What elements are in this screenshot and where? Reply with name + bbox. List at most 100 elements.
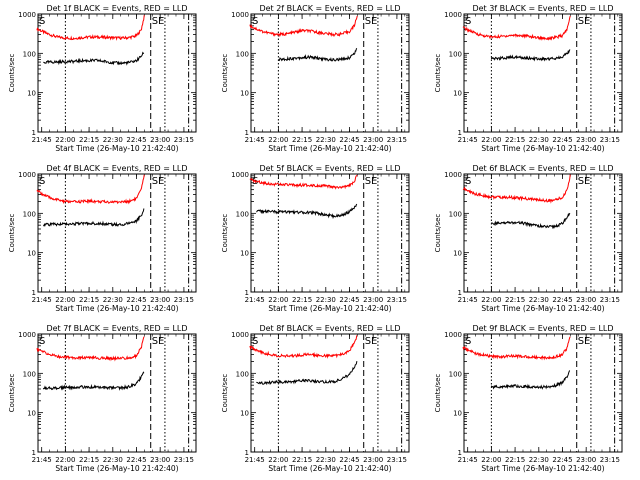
y-tick-label: 1000 xyxy=(444,11,462,19)
x-tick-label: 23:15 xyxy=(174,136,194,144)
x-tick-label: 23:15 xyxy=(174,456,194,464)
panel-title: Det 2f BLACK = Events, RED = LLD xyxy=(259,4,400,13)
y-tick-label: 1 xyxy=(32,289,36,297)
x-tick-label: 22:30 xyxy=(529,136,549,144)
y-tick-label: 10 xyxy=(27,410,36,418)
series-lld-line xyxy=(36,15,145,41)
x-tick-label: 23:00 xyxy=(363,296,383,304)
x-axis-label: Start Time (26-May-10 21:42:40) xyxy=(55,144,178,153)
x-tick-label: 23:00 xyxy=(363,456,383,464)
series-events-line xyxy=(490,49,571,62)
y-tick-label: 1000 xyxy=(444,171,462,179)
x-axis-label: Start Time (26-May-10 21:42:40) xyxy=(268,464,391,473)
x-tick-label: 21:45 xyxy=(32,456,52,464)
x-tick-label: 22:45 xyxy=(126,296,146,304)
series-lld-line xyxy=(249,335,358,359)
panel-det-2: Det 2f BLACK = Events, RED = LLD 1 10 100 10… xyxy=(221,4,410,153)
x-axis-label: Start Time (26-May-10 21:42:40) xyxy=(481,304,604,313)
y-tick-label: 100 xyxy=(236,50,249,58)
x-tick-label: 22:45 xyxy=(339,456,359,464)
x-tick-label: 22:15 xyxy=(292,456,312,464)
x-tick-label: 22:15 xyxy=(79,136,99,144)
y-tick-label: 1 xyxy=(458,129,462,137)
y-tick-label: 1 xyxy=(245,129,249,137)
y-tick-label: 1 xyxy=(32,449,36,457)
x-tick-label: 21:45 xyxy=(458,136,478,144)
y-tick-label: 10 xyxy=(240,90,249,98)
y-axis-label: Counts/sec xyxy=(8,374,16,413)
x-tick-label: 23:00 xyxy=(576,296,596,304)
x-tick-label: 23:00 xyxy=(363,136,383,144)
series-lld-line xyxy=(462,336,571,361)
series-lld-line xyxy=(462,15,571,41)
x-tick-label: 23:00 xyxy=(150,296,170,304)
y-tick-label: 1000 xyxy=(231,171,249,179)
y-tick-label: 1000 xyxy=(444,331,462,339)
series-lld-line xyxy=(462,174,571,204)
x-tick-label: 22:45 xyxy=(339,136,359,144)
y-axis-label: Counts/sec xyxy=(221,54,229,93)
y-tick-label: 100 xyxy=(236,210,249,218)
marker-se: SE xyxy=(365,336,378,347)
panel-title: Det 8f BLACK = Events, RED = LLD xyxy=(259,324,400,333)
x-axis-label: Start Time (26-May-10 21:42:40) xyxy=(55,464,178,473)
x-tick-label: 21:45 xyxy=(458,296,478,304)
y-tick-label: 1000 xyxy=(18,331,36,339)
x-tick-label: 23:00 xyxy=(576,136,596,144)
x-tick-label: 22:15 xyxy=(292,296,312,304)
marker-s: S xyxy=(465,176,471,187)
marker-se: SE xyxy=(365,176,378,187)
x-tick-label: 22:15 xyxy=(79,296,99,304)
marker-se: SE xyxy=(365,16,378,27)
panel-title: Det 3f BLACK = Events, RED = LLD xyxy=(472,4,613,13)
x-tick-label: 21:45 xyxy=(245,296,265,304)
y-tick-label: 10 xyxy=(453,90,462,98)
x-axis-label: Start Time (26-May-10 21:42:40) xyxy=(55,304,178,313)
x-tick-label: 23:15 xyxy=(600,136,620,144)
panel-title: Det 4f BLACK = Events, RED = LLD xyxy=(46,164,187,173)
marker-s: S xyxy=(465,16,471,27)
y-tick-label: 1000 xyxy=(231,331,249,339)
marker-s: S xyxy=(39,176,45,187)
y-axis-label: Counts/sec xyxy=(8,54,16,93)
panel-det-5: Det 5f BLACK = Events, RED = LLD 1 10 100 10… xyxy=(221,164,410,313)
marker-se: SE xyxy=(578,336,591,347)
x-tick-label: 22:00 xyxy=(268,136,288,144)
y-axis-label: Counts/sec xyxy=(221,374,229,413)
marker-s: S xyxy=(39,336,45,347)
x-tick-label: 23:00 xyxy=(150,136,170,144)
x-tick-label: 21:45 xyxy=(32,296,52,304)
y-tick-label: 1 xyxy=(32,129,36,137)
y-tick-label: 1 xyxy=(245,289,249,297)
marker-se: SE xyxy=(152,16,165,27)
panel-title: Det 9f BLACK = Events, RED = LLD xyxy=(472,324,613,333)
axes-frame xyxy=(463,333,623,453)
series-events-line xyxy=(278,47,358,62)
y-tick-label: 1000 xyxy=(18,171,36,179)
marker-se: SE xyxy=(578,16,591,27)
y-tick-label: 100 xyxy=(236,370,249,378)
x-tick-label: 21:45 xyxy=(245,456,265,464)
panel-det-9: Det 9f BLACK = Events, RED = LLD 1 10 100 10… xyxy=(434,324,623,473)
y-tick-label: 100 xyxy=(23,50,36,58)
x-tick-label: 23:00 xyxy=(576,456,596,464)
y-tick-label: 1 xyxy=(458,449,462,457)
series-events-line xyxy=(256,203,358,220)
y-axis-label: Counts/sec xyxy=(434,54,442,93)
x-tick-label: 22:00 xyxy=(55,456,75,464)
x-tick-label: 22:00 xyxy=(55,296,75,304)
axes-frame xyxy=(463,173,623,293)
y-axis-label: Counts/sec xyxy=(434,374,442,413)
y-tick-label: 10 xyxy=(240,410,249,418)
series-lld-line xyxy=(36,174,145,205)
x-tick-label: 22:30 xyxy=(529,456,549,464)
panel-title: Det 7f BLACK = Events, RED = LLD xyxy=(46,324,187,333)
axes-frame xyxy=(463,13,623,133)
x-tick-label: 22:45 xyxy=(126,136,146,144)
series-events-line xyxy=(490,370,571,390)
x-tick-label: 22:30 xyxy=(103,456,123,464)
x-tick-label: 23:15 xyxy=(174,296,194,304)
y-tick-label: 1000 xyxy=(231,11,249,19)
x-tick-label: 22:00 xyxy=(481,296,501,304)
